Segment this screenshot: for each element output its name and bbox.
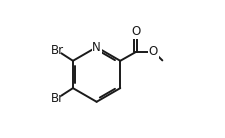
Text: O: O: [131, 25, 140, 38]
Text: N: N: [92, 41, 101, 54]
Text: O: O: [148, 45, 158, 58]
Text: Br: Br: [50, 44, 63, 57]
Text: Br: Br: [50, 92, 63, 105]
